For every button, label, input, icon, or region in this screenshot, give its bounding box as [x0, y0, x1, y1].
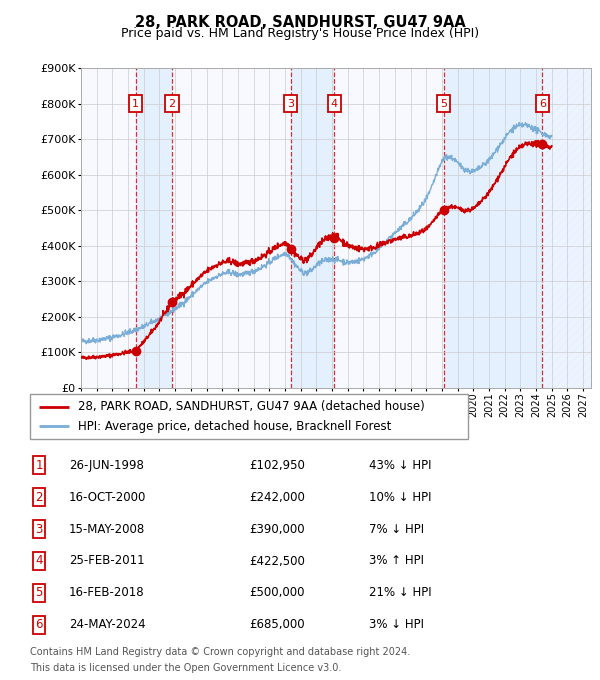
Text: £102,950: £102,950 — [249, 458, 305, 472]
Text: 21% ↓ HPI: 21% ↓ HPI — [369, 586, 431, 600]
Text: 28, PARK ROAD, SANDHURST, GU47 9AA: 28, PARK ROAD, SANDHURST, GU47 9AA — [134, 15, 466, 30]
Text: 25-FEB-2011: 25-FEB-2011 — [69, 554, 145, 568]
Text: 4: 4 — [331, 99, 338, 109]
Text: 1: 1 — [132, 99, 139, 109]
Text: 4: 4 — [35, 554, 43, 568]
Text: 43% ↓ HPI: 43% ↓ HPI — [369, 458, 431, 472]
Text: Price paid vs. HM Land Registry's House Price Index (HPI): Price paid vs. HM Land Registry's House … — [121, 27, 479, 40]
Text: 2: 2 — [168, 99, 175, 109]
Text: 1: 1 — [35, 458, 43, 472]
Text: 26-JUN-1998: 26-JUN-1998 — [69, 458, 144, 472]
Text: 16-OCT-2000: 16-OCT-2000 — [69, 490, 146, 504]
Text: 3% ↑ HPI: 3% ↑ HPI — [369, 554, 424, 568]
Text: 6: 6 — [539, 99, 546, 109]
Text: Contains HM Land Registry data © Crown copyright and database right 2024.: Contains HM Land Registry data © Crown c… — [30, 647, 410, 658]
Text: 10% ↓ HPI: 10% ↓ HPI — [369, 490, 431, 504]
Bar — [444, 68, 542, 388]
Text: £422,500: £422,500 — [249, 554, 305, 568]
Text: 3: 3 — [287, 99, 295, 109]
Text: 5: 5 — [35, 586, 43, 600]
Bar — [291, 68, 334, 388]
Text: HPI: Average price, detached house, Bracknell Forest: HPI: Average price, detached house, Brac… — [78, 420, 392, 432]
Text: £500,000: £500,000 — [249, 586, 305, 600]
Text: 2: 2 — [35, 490, 43, 504]
Text: 3% ↓ HPI: 3% ↓ HPI — [369, 618, 424, 632]
Text: 5: 5 — [440, 99, 448, 109]
Text: 6: 6 — [35, 618, 43, 632]
Text: £390,000: £390,000 — [249, 522, 305, 536]
Text: 28, PARK ROAD, SANDHURST, GU47 9AA (detached house): 28, PARK ROAD, SANDHURST, GU47 9AA (deta… — [78, 401, 425, 413]
Text: This data is licensed under the Open Government Licence v3.0.: This data is licensed under the Open Gov… — [30, 663, 341, 673]
Text: 7% ↓ HPI: 7% ↓ HPI — [369, 522, 424, 536]
Bar — [542, 68, 591, 388]
Text: £685,000: £685,000 — [249, 618, 305, 632]
Text: 15-MAY-2008: 15-MAY-2008 — [69, 522, 145, 536]
Text: 24-MAY-2024: 24-MAY-2024 — [69, 618, 146, 632]
Bar — [136, 68, 172, 388]
Text: 16-FEB-2018: 16-FEB-2018 — [69, 586, 145, 600]
Text: 3: 3 — [35, 522, 43, 536]
Text: £242,000: £242,000 — [249, 490, 305, 504]
